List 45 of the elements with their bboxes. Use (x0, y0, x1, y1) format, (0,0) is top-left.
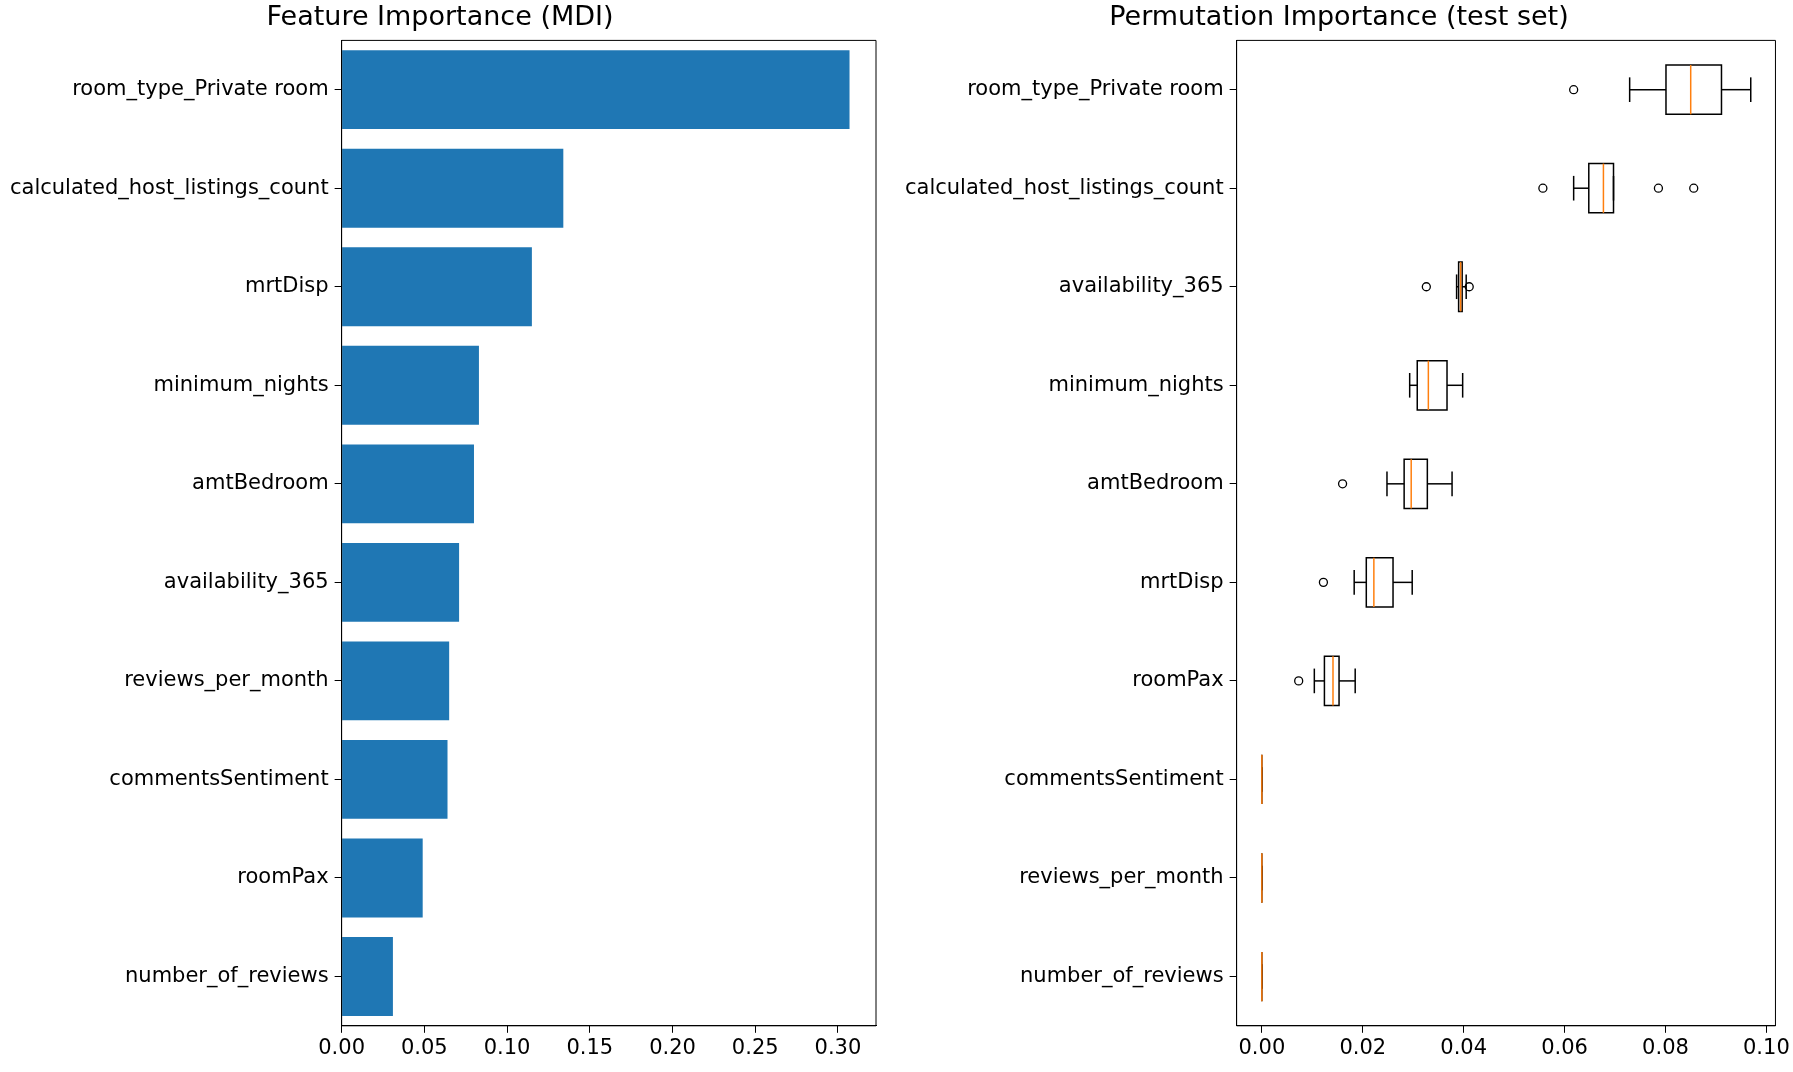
x-tick-label: 0.30 (814, 1034, 862, 1059)
y-tick-label: mrtDisp (1140, 568, 1224, 593)
x-tick-label: 0.20 (649, 1034, 696, 1059)
bar (342, 50, 850, 130)
y-tick-label: roomPax (237, 864, 329, 889)
y-tick-label: calculated_host_listings_count (904, 174, 1224, 200)
y-tick-label: commentsSentiment (109, 765, 329, 790)
y-tick-label: minimum_nights (1048, 371, 1224, 397)
bar (342, 247, 532, 327)
y-tick-label: reviews_per_month (124, 667, 329, 693)
x-tick-label: 0.00 (1238, 1034, 1286, 1059)
x-tick-label: 0.00 (318, 1034, 366, 1059)
y-tick-label: room_type_Private room (967, 76, 1224, 102)
y-tick-label: commentsSentiment (1004, 765, 1224, 790)
chart-title: Feature Importance (MDI) (266, 0, 614, 32)
x-tick-label: 0.05 (400, 1034, 448, 1059)
bar (342, 444, 474, 524)
y-tick-label: roomPax (1132, 667, 1224, 692)
bar (342, 641, 450, 721)
bar (342, 148, 564, 228)
y-tick-label: availability_365 (163, 568, 329, 594)
y-tick-label: calculated_host_listings_count (9, 174, 329, 200)
y-tick-label: amtBedroom (192, 470, 329, 495)
bar (342, 740, 448, 819)
x-tick-label: 0.02 (1339, 1034, 1387, 1059)
x-tick-label: 0.10 (1743, 1034, 1790, 1059)
y-tick-label: minimum_nights (153, 371, 329, 397)
y-tick-label: number_of_reviews (1020, 962, 1224, 988)
x-tick-label: 0.15 (566, 1034, 614, 1059)
bar (342, 838, 423, 918)
x-tick-label: 0.04 (1440, 1034, 1488, 1059)
y-tick-label: mrtDisp (245, 273, 329, 298)
bar (342, 542, 460, 622)
y-tick-label: reviews_per_month (1019, 864, 1224, 890)
y-tick-label: number_of_reviews (125, 962, 329, 988)
y-tick-label: amtBedroom (1087, 470, 1224, 495)
x-tick-label: 0.25 (731, 1034, 779, 1059)
x-tick-label: 0.10 (483, 1034, 531, 1059)
y-tick-label: availability_365 (1058, 273, 1224, 299)
bar (342, 345, 479, 425)
x-tick-label: 0.06 (1541, 1034, 1588, 1059)
bar (342, 937, 393, 1016)
y-tick-label: room_type_Private room (72, 76, 329, 102)
chart-title: Permutation Importance (test set) (1109, 0, 1569, 32)
x-tick-label: 0.08 (1642, 1034, 1689, 1059)
